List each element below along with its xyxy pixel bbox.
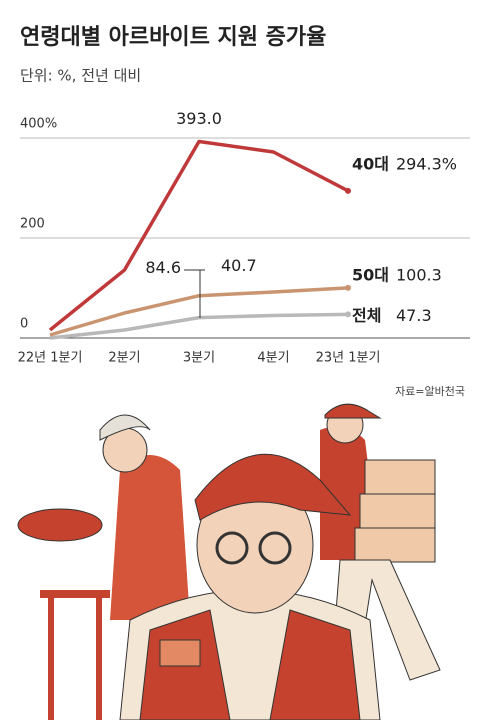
box	[364, 459, 436, 495]
y-tick-label: 200	[20, 217, 45, 232]
chart-title: 연령대별 아르바이트 지원 증가율	[20, 25, 326, 50]
chart-subtitle: 단위: %, 전년 대비	[20, 67, 141, 85]
callout-bracket	[184, 269, 205, 318]
x-tick-label: 3분기	[183, 351, 215, 366]
glasses	[258, 531, 292, 565]
man-cap	[324, 403, 382, 419]
series-name: 전체	[352, 306, 381, 325]
value-label: 294.3%	[396, 154, 457, 173]
y-tick-label: 0	[20, 317, 28, 332]
value-label: 100.3	[396, 265, 442, 284]
series-line	[49, 312, 349, 340]
illustration	[17, 403, 441, 720]
box	[354, 527, 436, 563]
worker-vest	[269, 609, 361, 720]
x-tick-label: 23년 1분기	[316, 351, 381, 366]
end-point	[345, 187, 351, 194]
value-label: 393.0	[176, 109, 222, 128]
table-top	[40, 590, 110, 598]
value-label: 84.6	[145, 258, 181, 277]
x-tick-label: 22년 1분기	[18, 351, 83, 366]
end-point	[345, 311, 351, 318]
end-point	[345, 284, 351, 291]
table-leg	[96, 598, 102, 720]
x-tick-label: 2분기	[108, 351, 140, 366]
series-name: 40대	[352, 154, 389, 173]
value-label: 40.7	[221, 256, 257, 275]
glasses	[215, 531, 249, 565]
source: 자료=알바천국	[395, 384, 465, 398]
box	[359, 493, 436, 529]
y-tick-label: 400%	[20, 117, 57, 132]
woman-scarf	[99, 414, 151, 441]
series-line	[48, 139, 349, 332]
x-tick-label: 4분기	[257, 351, 289, 366]
series-line	[49, 286, 349, 337]
name-tag	[159, 639, 201, 667]
dishes	[17, 508, 103, 542]
value-label: 47.3	[396, 306, 432, 325]
table-leg	[48, 598, 54, 720]
woman-body	[110, 455, 190, 620]
plot: 0 200 400% 22년 1분기 2분기 3분기 4분기 23년 1분기 전체 40.7 47.…	[18, 109, 470, 366]
series-name: 50대	[352, 265, 389, 284]
worker-cap	[194, 453, 352, 521]
